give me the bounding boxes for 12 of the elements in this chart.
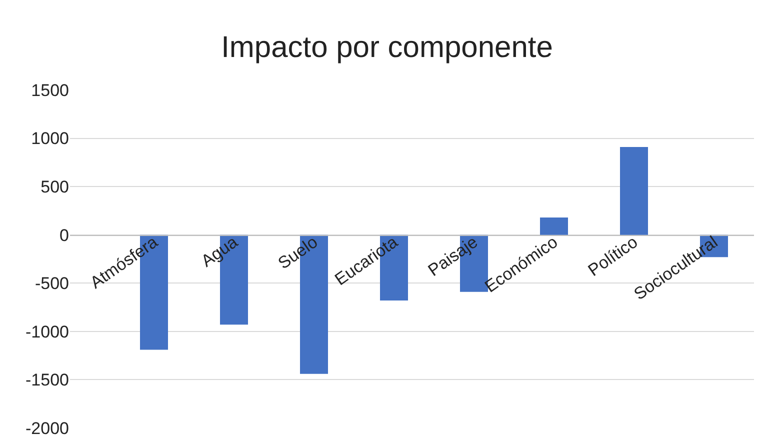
y-tick-label: -500: [34, 274, 69, 294]
y-tick-label: 1000: [31, 129, 69, 148]
y-tick-label: -1500: [26, 370, 69, 390]
x-tick-label: Agua: [198, 232, 242, 271]
y-tick-label: -1000: [26, 322, 69, 342]
y-tick-label: 1500: [31, 80, 69, 100]
y-tick-label: 0: [60, 226, 69, 245]
chart-title: Impacto por componente: [221, 30, 553, 64]
bar: [540, 217, 568, 235]
bar: [620, 146, 648, 235]
y-tick-label: -2000: [26, 418, 69, 438]
y-tick-label: 500: [40, 178, 69, 197]
